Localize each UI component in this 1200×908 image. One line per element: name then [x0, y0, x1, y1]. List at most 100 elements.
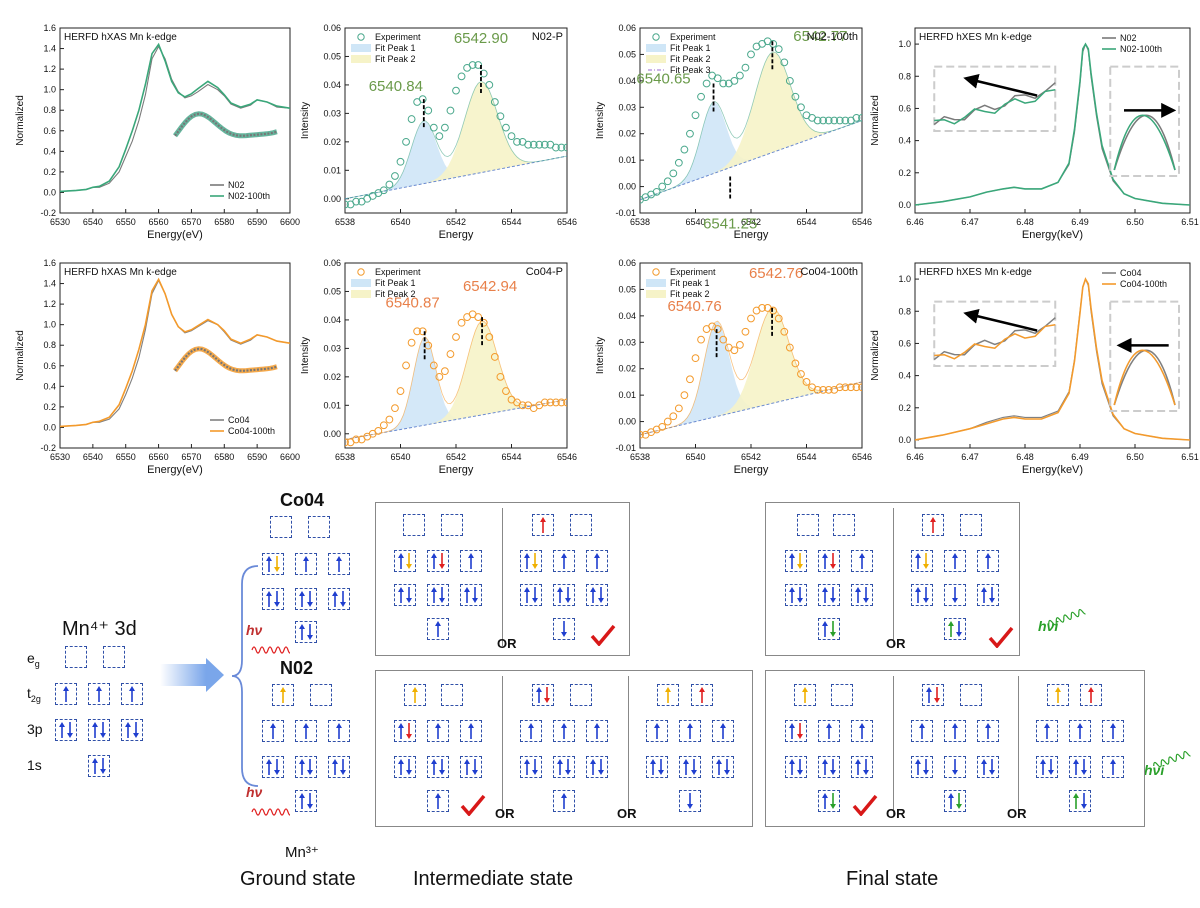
legend-marker	[652, 268, 660, 276]
orbital-box	[270, 516, 292, 538]
orbital-box	[532, 514, 554, 536]
orbital-box	[1080, 684, 1102, 706]
experiment-point	[830, 116, 839, 125]
experiment-point	[557, 143, 566, 152]
experiment-point	[741, 327, 750, 336]
chart-svg: 6.46 6.47 6.48 6.49 6.50 6.51 0.0 0.2 0.4 0.6 0.8 1…	[870, 262, 1199, 476]
orbital-box	[1036, 720, 1058, 742]
y-tick-label: 0.01	[618, 155, 636, 165]
x-tick-label: 6600	[280, 217, 300, 227]
experiment-point	[674, 158, 683, 167]
legend-label: Fit Peak 1	[375, 278, 416, 288]
fit-envelope	[345, 81, 567, 200]
orbital-box	[520, 720, 542, 742]
orbital-box	[785, 550, 807, 572]
experiment-point	[457, 72, 466, 81]
experiment-point	[769, 306, 778, 315]
x-tick-label: 6.51	[1181, 452, 1199, 462]
orbital-box	[553, 720, 575, 742]
y-tick-label: 1.4	[43, 44, 56, 54]
experiment-point	[468, 61, 477, 69]
experiment-point	[552, 143, 560, 152]
orbital-box	[785, 584, 807, 606]
orbital-box	[441, 514, 463, 536]
y-tick-label: 0.4	[898, 136, 911, 146]
fit-peak-area-2	[640, 51, 862, 200]
orbital-box	[553, 550, 575, 572]
peak-label: 6542.94	[463, 278, 517, 295]
experiment-point	[852, 383, 861, 392]
fit-group	[640, 304, 862, 439]
chart-title: HERFD hXES Mn k-edge	[919, 267, 1032, 278]
y-tick-label: 0.03	[618, 337, 636, 347]
mn3-label: Mn³⁺	[285, 844, 319, 861]
plot-area: 6538 6540 6542 6544 6546 -0.01 0.00 0.01 0.02 0.0…	[595, 23, 872, 241]
intermediate-frame-n02	[375, 670, 753, 827]
inset-line-thick	[173, 346, 278, 374]
experiment-point	[345, 438, 349, 447]
legend-label: Fit peak 1	[670, 278, 710, 288]
y-tick-label: 0.02	[323, 137, 341, 147]
y-axis-label: Intensity	[300, 102, 311, 139]
x-tick-label: 6540	[685, 452, 705, 462]
y-tick-label: 0.05	[618, 49, 636, 59]
plot-area: 6538 6540 6542 6544 6546 -0.01 0.00 0.01 0.02 0.0…	[595, 258, 872, 476]
checkmark-icon	[988, 626, 1014, 648]
orbital-box	[295, 553, 317, 575]
orbital-box	[679, 756, 701, 778]
series-line-Co04-100th	[915, 277, 1190, 441]
orbital-box	[944, 756, 966, 778]
y-tick-label: 0.04	[323, 315, 341, 325]
y-tick-label: 0.04	[618, 311, 636, 321]
orbital-box	[553, 618, 575, 640]
experiment-point	[847, 383, 855, 392]
orbital-box	[121, 683, 143, 705]
orbital-box	[295, 621, 317, 643]
inset-arrow-1	[963, 73, 1038, 97]
1s-label: 1s	[27, 757, 42, 773]
chart-panel-8: 6.46 6.47 6.48 6.49 6.50 6.51 0.0 0.2 0.4 0.6 0.8 1…	[860, 253, 1200, 483]
orbital-box	[295, 720, 317, 742]
orbital-box	[712, 720, 734, 742]
experiment-point	[557, 398, 566, 407]
experiment-point	[441, 123, 449, 132]
x-tick-label: 6.49	[1071, 217, 1089, 227]
y-tick-label: 0.4	[898, 371, 911, 381]
plot-area: 6530 6540 6550 6560 6570 6580 6590 6600 -0.2 0.0 0…	[15, 258, 300, 476]
y-tick-label: -0.2	[40, 208, 56, 218]
orbital-box	[328, 553, 350, 575]
y-axis-label: Normalized	[15, 330, 26, 381]
experiment-point	[819, 116, 828, 125]
peak-label: 6542.77	[793, 28, 847, 45]
plot-frame	[59, 27, 291, 214]
y-tick-label: 1.0	[898, 274, 911, 284]
intermediate-state-caption: Intermediate state	[413, 868, 574, 890]
y-tick-label: -0.01	[615, 208, 636, 218]
x-tick-label: 6544	[796, 452, 816, 462]
orbital-box	[460, 756, 482, 778]
x-tick-label: 6542	[741, 217, 761, 227]
chart-title: Co04-100th	[801, 266, 859, 278]
y-tick-label: 0.0	[898, 200, 911, 210]
experiment-point	[819, 385, 828, 394]
chart-title: N02-100th	[807, 31, 858, 43]
experiment-point	[697, 92, 705, 101]
legend-label: Co04	[1120, 268, 1142, 278]
experiment-point	[352, 197, 360, 206]
orbital-box	[394, 720, 416, 742]
inset-xes-line	[934, 88, 1056, 125]
experiment-point	[686, 129, 694, 138]
y-tick-label: 0.00	[618, 417, 636, 427]
intermediate-frame-co04	[375, 502, 630, 656]
x-axis-label: Energy(eV)	[147, 229, 203, 241]
orbital-box	[520, 756, 542, 778]
experiment-point	[391, 172, 399, 180]
orbital-box	[851, 720, 873, 742]
orbital-box	[851, 584, 873, 606]
orbital-box	[944, 584, 966, 606]
experiment-point	[713, 74, 722, 83]
y-axis-label: Normalized	[15, 95, 26, 146]
legend-label: Fit Peak 1	[375, 43, 416, 53]
x-tick-label: 6550	[116, 217, 136, 227]
experiment-point	[841, 116, 850, 125]
